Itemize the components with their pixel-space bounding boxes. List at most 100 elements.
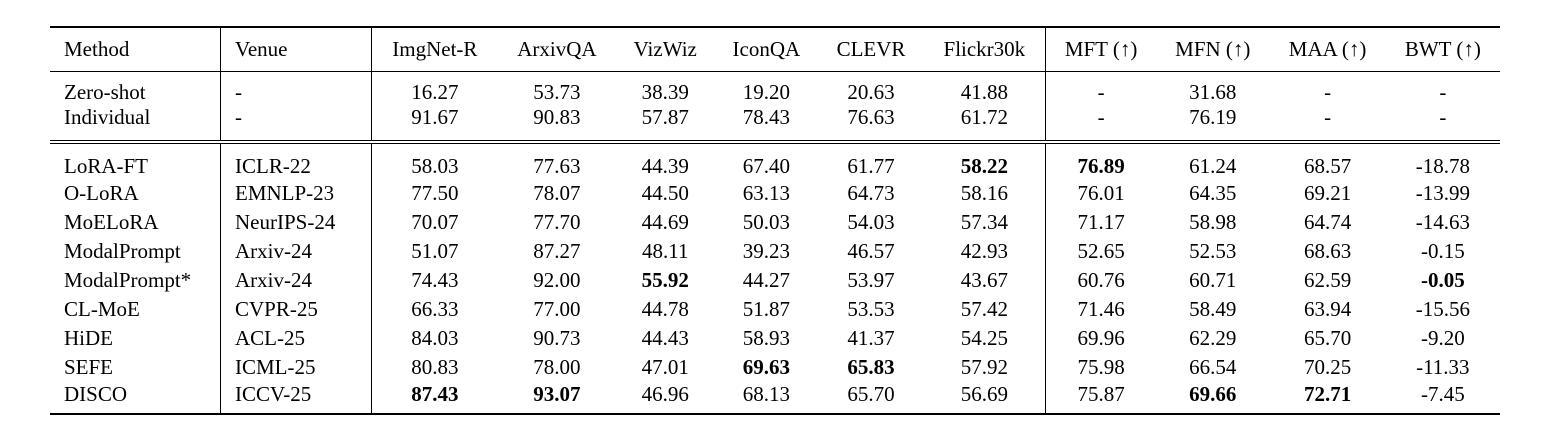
- cell-value: 62.29: [1189, 325, 1237, 350]
- cell-value: -0.05: [1420, 267, 1465, 292]
- table-row: LoRA-FT ICLR-22 58.03 77.63 44.39 67.40 61.77 5…: [50, 141, 1500, 179]
- cell-value: -7.45: [1385, 381, 1500, 415]
- column-header-mfn: MFN (↑): [1156, 26, 1270, 72]
- cell-value: 75.98: [1077, 354, 1125, 379]
- cell-method: Individual: [50, 104, 221, 144]
- cell-value: 71.46: [1077, 296, 1125, 321]
- cell-value: 66.33: [411, 296, 459, 321]
- cell-value: 57.92: [923, 352, 1047, 382]
- cell-value: 75.87: [1045, 381, 1157, 415]
- cell-value: 44.50: [641, 180, 689, 205]
- cell-value: 44.39: [641, 153, 689, 178]
- table-row: CL-MoE CVPR-25 66.33 77.00 44.78 51.87 53.53 57…: [50, 294, 1500, 324]
- cell-value: -13.99: [1415, 180, 1470, 205]
- cell-value: 69.63: [742, 354, 790, 379]
- cell-value: 63.13: [742, 180, 790, 205]
- cell-method: O-LoRA: [50, 178, 221, 208]
- cell-value: 53.73: [533, 79, 581, 104]
- cell-value: 90.73: [533, 325, 581, 350]
- cell-value: 53.97: [847, 267, 895, 292]
- cell-value: -15.56: [1415, 296, 1470, 321]
- column-header-arxivqa: ArxivQA: [497, 26, 617, 72]
- cell-value: 44.69: [641, 209, 689, 234]
- cell-venue: NeurIPS-24: [220, 207, 372, 237]
- cell-venue: -: [220, 104, 372, 144]
- table-row: ModalPrompt Arxiv-24 51.07 87.27 48.11 39.23 4…: [50, 236, 1500, 266]
- cell-value: -: [1097, 79, 1105, 104]
- cell-value: 46.57: [847, 238, 895, 263]
- column-header-iconqa: IconQA: [714, 26, 819, 72]
- cell-value: 80.83: [411, 354, 459, 379]
- cell-value: 42.93: [923, 236, 1047, 266]
- cell-value: -9.20: [1420, 325, 1465, 350]
- cell-value: 47.01: [641, 354, 689, 379]
- cell-value: 62.59: [1303, 267, 1352, 292]
- cell-value: 64.73: [847, 180, 895, 205]
- cell-value: -11.33: [1416, 354, 1470, 379]
- cell-value: 68.63: [1303, 238, 1352, 263]
- column-header-bwt: BWT (↑): [1385, 26, 1500, 72]
- column-header-venue: Venue: [220, 26, 372, 72]
- cell-value: 92.00: [533, 267, 581, 292]
- cell-value: 77.00: [533, 296, 581, 321]
- cell-value: 31.68: [1189, 79, 1237, 104]
- cell-value: 60.76: [1077, 267, 1125, 292]
- column-header-clevr: CLEVR: [818, 26, 924, 72]
- cell-value: 46.96: [616, 381, 715, 415]
- cell-venue: -: [220, 71, 372, 105]
- cell-method: MoELoRA: [50, 207, 221, 237]
- cell-method: SEFE: [50, 352, 221, 382]
- cell-value: 50.03: [742, 209, 790, 234]
- cell-value: 64.74: [1303, 209, 1352, 234]
- cell-value: 44.78: [641, 296, 689, 321]
- cell-value: 54.03: [847, 209, 895, 234]
- table-row: ModalPrompt* Arxiv-24 74.43 92.00 55.92 44.27…: [50, 265, 1500, 295]
- table-row: O-LoRA EMNLP-23 77.50 78.07 44.50 63.13 64.73 5…: [50, 178, 1500, 208]
- cell-value: 16.27: [411, 79, 459, 104]
- cell-value: 71.17: [1077, 209, 1125, 234]
- cell-value: 38.39: [641, 79, 689, 104]
- cell-value: 60.71: [1189, 267, 1237, 292]
- cell-value: 58.22: [923, 141, 1047, 179]
- cell-value: 76.63: [818, 104, 924, 144]
- table-row: Zero-shot -16.27 53.73 38.39 19.20 20.63 41.88…: [50, 71, 1500, 105]
- cell-value: 53.53: [847, 296, 895, 321]
- cell-value: 48.11: [642, 238, 689, 263]
- cell-value: -14.63: [1415, 209, 1470, 234]
- cell-value: 58.16: [923, 178, 1047, 208]
- cell-value: 64.35: [1189, 180, 1237, 205]
- cell-value: 58.98: [1189, 209, 1237, 234]
- cell-method: Zero-shot: [50, 71, 221, 105]
- table-row: SEFE ICML-25 80.83 78.00 47.01 69.63 65.83 57.9…: [50, 352, 1500, 382]
- cell-value: -: [1324, 79, 1332, 104]
- cell-value: -: [1439, 79, 1447, 104]
- cell-value: 58.49: [1189, 296, 1237, 321]
- cell-value: 63.94: [1303, 296, 1352, 321]
- cell-value: 93.07: [497, 381, 617, 415]
- table-row: HiDE ACL-25 84.03 90.73 44.43 58.93 41.37 54.25…: [50, 323, 1500, 353]
- cell-value: 68.57: [1303, 153, 1352, 178]
- cell-value: 43.67: [923, 265, 1047, 295]
- cell-venue: CVPR-25: [220, 294, 372, 324]
- cell-venue: ACL-25: [220, 323, 372, 353]
- column-header-imgnet-r: ImgNet-R: [371, 26, 498, 72]
- cell-value: 57.42: [923, 294, 1047, 324]
- cell-value: 77.70: [533, 209, 581, 234]
- cell-value: 51.07: [411, 238, 459, 263]
- cell-value: 70.25: [1303, 354, 1352, 379]
- cell-value: 77.63: [533, 153, 581, 178]
- cell-venue: Arxiv-24: [220, 236, 372, 266]
- table-row: Individual -91.67 90.83 57.87 78.43 76.63 61.7…: [50, 104, 1500, 144]
- cell-value: 65.83: [847, 354, 895, 379]
- cell-value: 76.89: [1077, 153, 1125, 178]
- cell-value: 76.19: [1156, 104, 1270, 144]
- cell-method: DISCO: [50, 381, 221, 415]
- cell-value: 57.34: [923, 207, 1047, 237]
- cell-value: 78.00: [533, 354, 581, 379]
- cell-value: 57.87: [616, 104, 715, 144]
- cell-value: 66.54: [1189, 354, 1237, 379]
- cell-value: 52.53: [1189, 238, 1237, 263]
- cell-value: 72.71: [1269, 381, 1386, 415]
- cell-value: 70.07: [411, 209, 459, 234]
- cell-value: 44.27: [742, 267, 790, 292]
